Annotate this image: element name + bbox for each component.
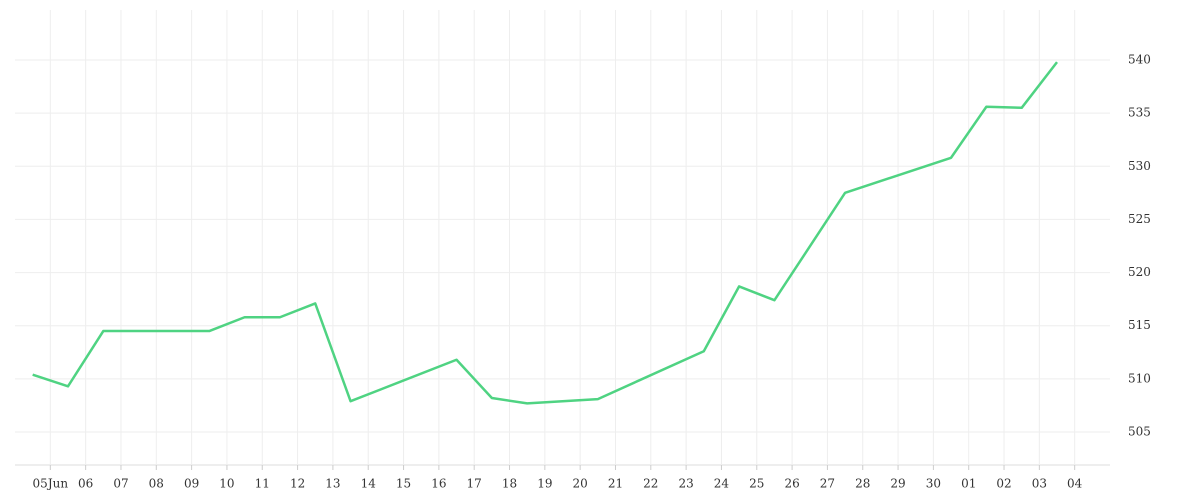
x-tick-label: 19 <box>537 477 552 491</box>
x-tick-label: 18 <box>502 477 517 491</box>
y-tick-label: 535 <box>1128 106 1151 120</box>
x-tick-label: 17 <box>467 477 482 491</box>
x-tick-label: 08 <box>149 477 164 491</box>
x-tick-label: 26 <box>784 477 799 491</box>
y-tick-label: 520 <box>1128 265 1151 279</box>
x-tick-label: 12 <box>290 477 305 491</box>
x-tick-label: 22 <box>643 477 658 491</box>
x-tick-label: 13 <box>325 477 340 491</box>
x-tick-label: 14 <box>361 477 377 491</box>
x-tick-label: 23 <box>678 477 693 491</box>
x-tick-label: 28 <box>855 477 870 491</box>
y-tick-label: 515 <box>1128 318 1151 332</box>
y-tick-label: 510 <box>1128 371 1151 385</box>
y-tick-label: 505 <box>1128 425 1151 439</box>
x-tick-label: 16 <box>431 477 446 491</box>
x-tick-label: 10 <box>219 477 234 491</box>
x-tick-label: 11 <box>255 477 270 491</box>
y-tick-label: 530 <box>1128 159 1151 173</box>
x-tick-label: 30 <box>926 477 941 491</box>
x-tick-label: 09 <box>184 477 199 491</box>
x-tick-label: 01 <box>961 477 976 491</box>
x-tick-label: 07 <box>113 477 128 491</box>
y-tick-label: 540 <box>1128 52 1151 66</box>
x-tick-label: 24 <box>714 477 730 491</box>
x-tick-label: 20 <box>573 477 588 491</box>
x-tick-label: 03 <box>1032 477 1047 491</box>
x-tick-label: 29 <box>890 477 905 491</box>
x-tick-label: 15 <box>396 477 411 491</box>
x-tick-label: 06 <box>78 477 93 491</box>
x-tick-label: 25 <box>749 477 764 491</box>
y-tick-label: 525 <box>1128 212 1151 226</box>
x-tick-label: 05Jun <box>33 477 69 491</box>
x-tick-label: 02 <box>996 477 1011 491</box>
x-tick-label: 21 <box>608 477 623 491</box>
line <box>32 61 1059 405</box>
x-tick-label: 27 <box>820 477 835 491</box>
x-tick-label: 04 <box>1067 477 1083 491</box>
